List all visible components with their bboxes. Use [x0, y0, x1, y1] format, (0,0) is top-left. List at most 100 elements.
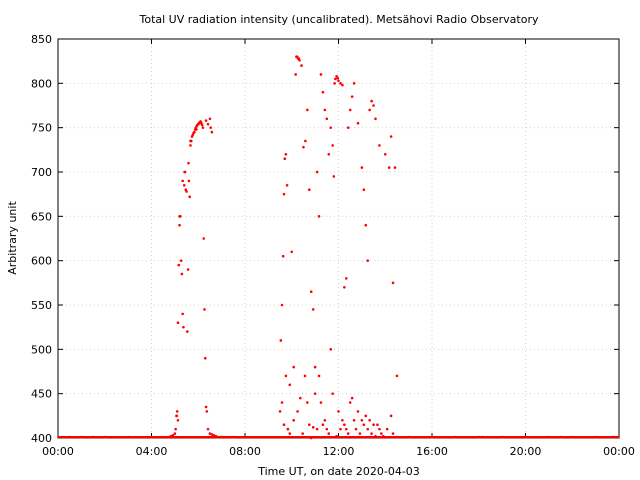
- data-point: [176, 418, 180, 422]
- data-point: [477, 435, 481, 439]
- data-point: [362, 423, 366, 427]
- data-point: [325, 117, 329, 121]
- data-point: [202, 237, 205, 240]
- data-point: [376, 423, 379, 427]
- data-point: [327, 432, 331, 435]
- data-point: [594, 435, 597, 439]
- data-point: [232, 435, 235, 439]
- data-point: [220, 435, 223, 439]
- data-point: [327, 152, 331, 156]
- data-point: [178, 215, 181, 218]
- data-point: [203, 308, 206, 311]
- data-point: [337, 410, 340, 413]
- data-point: [319, 401, 323, 404]
- y-tick-label: 750: [31, 122, 52, 135]
- data-point: [368, 108, 371, 112]
- data-point: [344, 427, 348, 431]
- data-point: [91, 435, 95, 439]
- data-point: [189, 139, 192, 143]
- data-point: [570, 435, 574, 439]
- data-point: [323, 108, 327, 112]
- data-point: [337, 79, 340, 82]
- data-point: [179, 259, 183, 262]
- data-point: [182, 184, 186, 187]
- data-point: [335, 434, 338, 438]
- data-point: [284, 152, 288, 156]
- data-point: [356, 121, 360, 125]
- data-point: [389, 135, 393, 138]
- data-point: [317, 374, 321, 378]
- data-point: [186, 330, 189, 333]
- data-point: [350, 396, 354, 400]
- data-point: [333, 82, 336, 85]
- y-tick-label: 400: [31, 432, 52, 445]
- data-point: [407, 435, 410, 439]
- data-point: [341, 83, 344, 87]
- y-tick-label: 600: [31, 255, 52, 268]
- data-point: [307, 188, 311, 192]
- data-point: [280, 401, 284, 404]
- data-point: [348, 108, 352, 112]
- data-point: [195, 128, 198, 131]
- data-point: [317, 215, 321, 218]
- data-point: [283, 157, 287, 160]
- data-point: [362, 188, 366, 192]
- data-point: [331, 392, 334, 395]
- data-point: [364, 223, 368, 227]
- data-point: [378, 427, 381, 431]
- data-point: [185, 190, 188, 193]
- data-point: [208, 117, 212, 121]
- data-point: [278, 410, 282, 413]
- data-point: [103, 435, 107, 439]
- data-point: [282, 423, 286, 427]
- data-point: [339, 427, 342, 431]
- data-point: [285, 184, 289, 187]
- x-axis-label: Time UT, on date 2020-04-03: [257, 465, 420, 478]
- data-point: [311, 308, 315, 311]
- data-point: [611, 435, 615, 439]
- data-point: [301, 432, 304, 435]
- data-point: [150, 435, 153, 439]
- grid-lines: [58, 39, 619, 438]
- data-point: [210, 130, 214, 134]
- data-point: [299, 396, 302, 400]
- y-tick-label: 550: [31, 299, 52, 312]
- data-point: [300, 64, 303, 67]
- data-point: [282, 192, 286, 196]
- data-point: [389, 414, 393, 418]
- data-point: [350, 95, 354, 98]
- x-tick-label: 08:00: [229, 445, 261, 458]
- data-point: [206, 427, 210, 431]
- data-point: [315, 427, 319, 431]
- data-point: [311, 426, 315, 429]
- data-point: [559, 435, 562, 439]
- data-point: [500, 435, 504, 439]
- data-point: [208, 432, 212, 435]
- data-point: [212, 434, 216, 437]
- x-axis-ticks: 00:00 04:00 08:00 12:00 16:00 20:00 00:00: [42, 39, 635, 458]
- data-point: [372, 104, 375, 107]
- data-point: [183, 170, 186, 174]
- data-point: [391, 281, 395, 285]
- data-point: [321, 90, 325, 94]
- data-point: [201, 126, 205, 129]
- data-point: [292, 365, 296, 369]
- data-point: [169, 434, 173, 438]
- data-point: [296, 410, 299, 413]
- data-point: [292, 418, 296, 422]
- data-point: [354, 427, 358, 431]
- data-point: [186, 268, 190, 271]
- data-point: [374, 117, 377, 121]
- data-point: [280, 303, 284, 307]
- data-point: [180, 272, 184, 276]
- data-point: [309, 436, 313, 440]
- x-tick-label: 16:00: [416, 445, 448, 458]
- y-tick-label: 850: [31, 33, 52, 46]
- data-point: [177, 263, 181, 267]
- data-point: [332, 175, 336, 178]
- data-point: [174, 427, 177, 431]
- data-point: [313, 365, 317, 369]
- data-point: [334, 77, 337, 81]
- data-point: [380, 432, 383, 435]
- data-point: [214, 434, 218, 438]
